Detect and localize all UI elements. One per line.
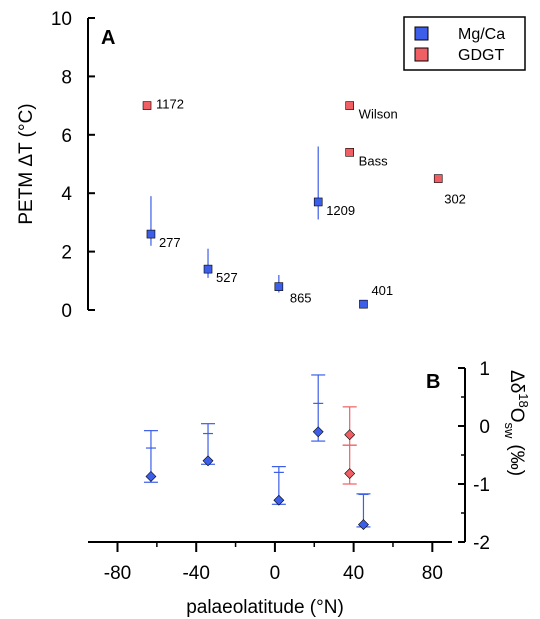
legend: Mg/Ca GDGT [403,16,526,71]
point-gdgt-wilson [345,101,354,110]
y-tick-label-0: 0 [61,301,72,322]
y2-tick-label-0: 0 [479,417,490,438]
y-title-sub: sw [502,423,517,440]
legend-label-mgca: Mg/Ca [458,26,505,43]
panel-b-letter: B [426,371,440,393]
point-mg-ca-4 [358,519,369,531]
panel-a-y-axis-title: PETM ΔT (°C) [16,103,37,224]
y-tick-label-4: 4 [61,184,72,205]
point-mg-ca-1209 [313,197,323,207]
site-label-1172: 1172 [156,97,184,112]
panel-b-y-axis-title: Δδ18Osw (‰) [502,370,531,476]
y-title-o: O [506,408,527,423]
y2-tick-label--1: -1 [473,475,490,496]
x-tick-label--80: -80 [104,563,131,584]
panel-b-marks [143,374,371,531]
point-gdgt-0 [344,429,356,441]
legend-label-gdgt: GDGT [458,47,504,64]
y2-tick-label--2: -2 [473,533,490,554]
site-label-527: 527 [216,270,238,285]
site-label-277: 277 [159,235,181,250]
site-label-wilson: Wilson [359,107,398,122]
panel-b-x-axis-title: palaeolatitude (°N) [186,597,344,618]
point-mg-ca-3 [312,426,324,438]
point-mg-ca-277 [146,229,156,239]
panel-b-x-ticks: -80 -40 0 40 80 [104,542,443,584]
y-tick-label-8: 8 [61,67,72,88]
panel-a-y-ticks: 0 2 4 6 8 10 [51,9,95,322]
site-label-302: 302 [444,192,466,207]
legend-swatch-mgca [414,26,429,41]
panel-b-y-ticks: 1 0 -1 -2 [458,359,490,554]
point-mg-ca-865 [274,282,284,291]
y-title-delta: Δδ [506,370,527,393]
x-tick-label-80: 80 [422,563,443,584]
panel-a-letter: A [101,27,115,49]
y-title-sup: 18 [516,393,531,407]
point-gdgt-1 [344,468,356,479]
site-label-bass: Bass [359,153,388,168]
panel-b: -80 -40 0 40 80 1 0 -1 -2 B palaeolatitude (°N)… [88,359,531,618]
point-mg-ca-401 [359,299,368,309]
point-gdgt-bass [345,148,354,157]
x-tick-label-0: 0 [270,563,281,584]
point-gdgt-1172 [142,101,152,110]
y-tick-label-6: 6 [61,126,72,147]
x-tick-label--40: -40 [182,563,209,584]
y-tick-label-2: 2 [61,243,72,264]
point-mg-ca-2 [273,494,285,506]
site-label-401: 401 [371,283,393,298]
y2-tick-label-1: 1 [479,359,490,380]
y-title-unit: (‰) [506,444,527,476]
x-tick-label-40: 40 [343,563,364,584]
point-mg-ca-1 [202,455,214,467]
point-gdgt-302 [433,174,443,183]
y-tick-label-10: 10 [51,9,72,30]
panel-a-marks: 277 527 865 1209 401 1172 Wilson Bass 302 [142,97,466,309]
point-mg-ca-0 [145,471,157,482]
point-mg-ca-527 [203,264,213,274]
site-label-1209: 1209 [326,203,355,218]
legend-swatch-gdgt [414,47,429,62]
panel-a: 0 2 4 6 8 10 A PETM ΔT (°C) 277 527 865 1209 401 1… [16,9,526,322]
site-label-865: 865 [290,291,312,306]
